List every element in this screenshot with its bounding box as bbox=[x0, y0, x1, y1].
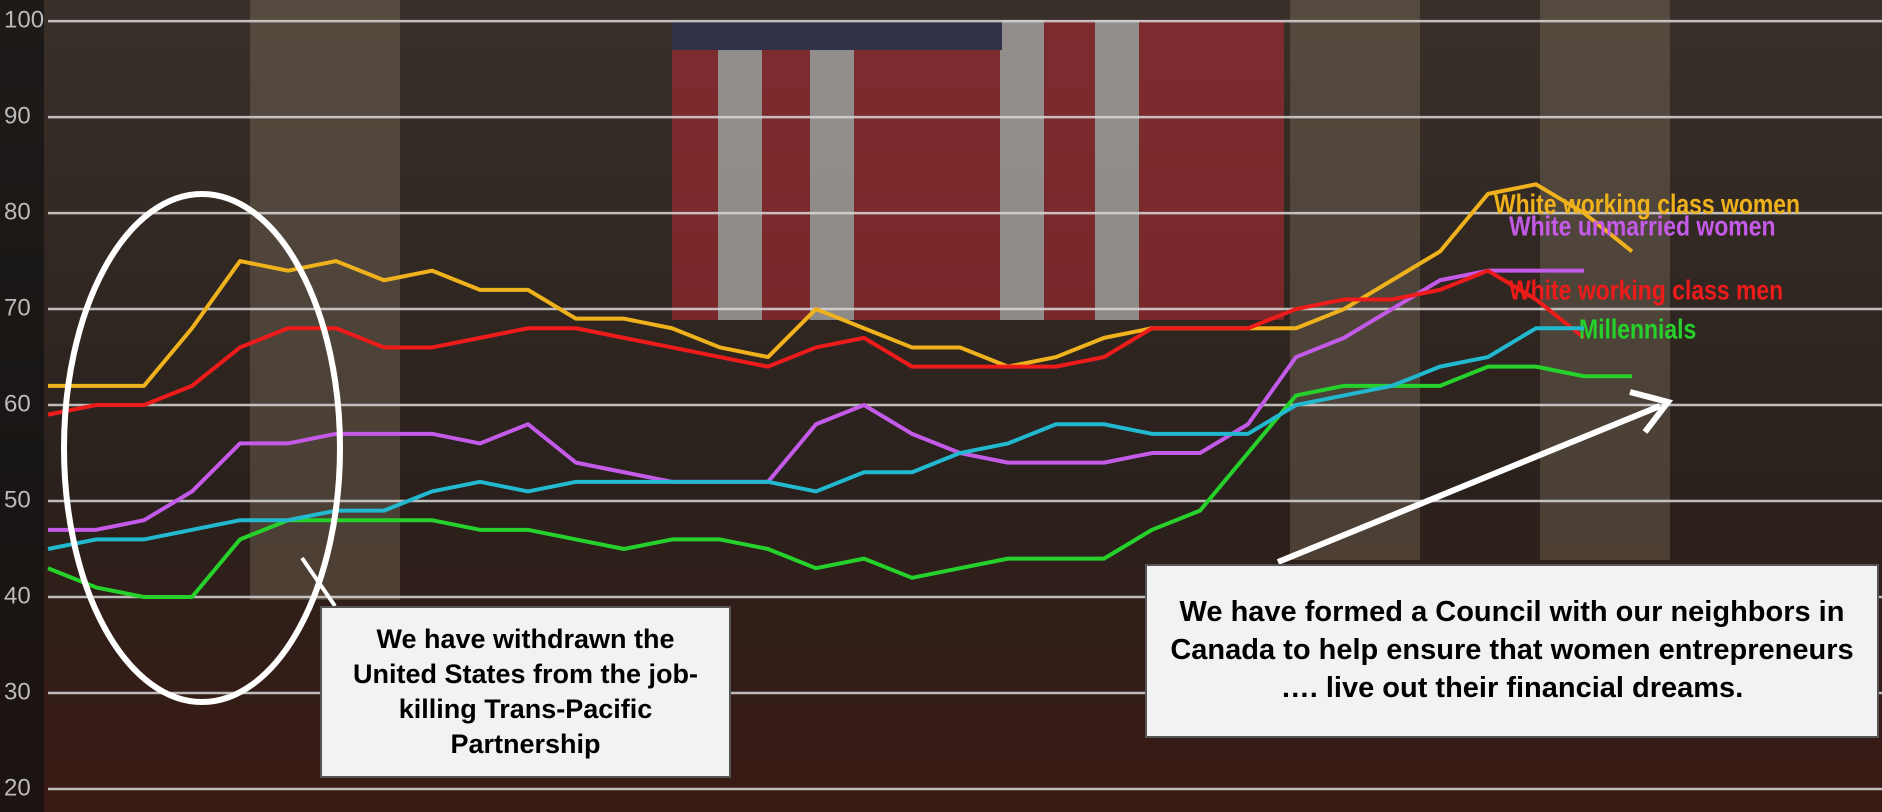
series-label: White unmarried women bbox=[1509, 211, 1776, 242]
series-line bbox=[48, 182, 1634, 388]
y-tick-label: 100 bbox=[4, 6, 44, 33]
y-tick-label: 20 bbox=[4, 774, 31, 801]
y-tick-label: 40 bbox=[4, 582, 31, 609]
series-line bbox=[47, 268, 1586, 417]
y-tick-label: 60 bbox=[4, 390, 31, 417]
y-tick-label: 70 bbox=[4, 294, 31, 321]
arrow-shaft bbox=[1276, 403, 1662, 565]
arrow-head bbox=[1629, 389, 1674, 434]
highlight-ellipse bbox=[61, 191, 343, 705]
photo-flag bbox=[672, 20, 1284, 320]
callout-line bbox=[300, 556, 337, 608]
y-tick-label: 90 bbox=[4, 102, 31, 129]
series-line bbox=[47, 326, 1584, 551]
annotation-box: We have formed a Council with our neighb… bbox=[1145, 564, 1879, 738]
series-line bbox=[48, 268, 1584, 532]
y-tick-label: 30 bbox=[4, 678, 31, 705]
y-tick-label: 50 bbox=[4, 486, 31, 513]
series-line bbox=[47, 364, 1632, 600]
y-axis-strip bbox=[0, 0, 44, 812]
annotation-box: We have withdrawn the United States from… bbox=[320, 606, 731, 778]
series-label: White working class women bbox=[1494, 189, 1800, 220]
series-label: Millennials bbox=[1579, 314, 1696, 345]
y-tick-label: 80 bbox=[4, 198, 31, 225]
series-label: White working class men bbox=[1509, 275, 1783, 306]
